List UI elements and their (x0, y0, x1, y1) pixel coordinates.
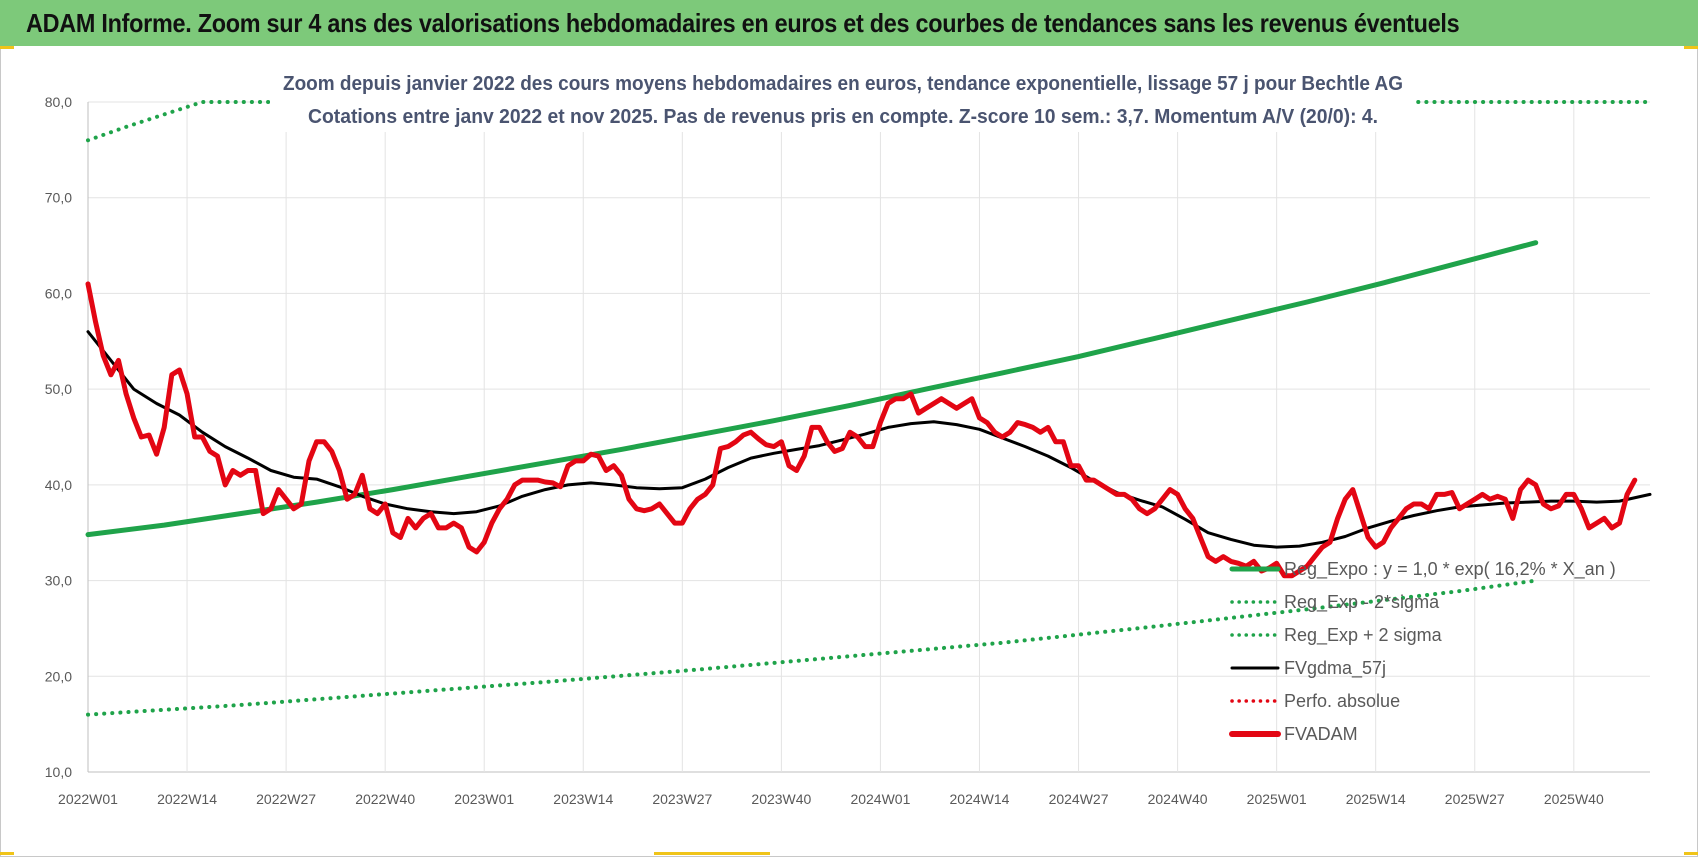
corner-mark-bottom-center (654, 852, 770, 855)
x-tick-label-2: 2022W27 (256, 791, 316, 807)
y-tick-label-2: 30,0 (45, 573, 72, 589)
y-tick-label-3: 40,0 (45, 477, 72, 493)
y-tick-label-6: 70,0 (45, 190, 72, 206)
x-tick-label-12: 2025W01 (1247, 791, 1307, 807)
x-tick-label-0: 2022W01 (58, 791, 118, 807)
chart-title: Zoom depuis janvier 2022 des cours moyen… (283, 73, 1403, 95)
x-tick-label-10: 2024W27 (1049, 791, 1109, 807)
legend-label-1: Reg_Exp - 2*sigma (1284, 592, 1440, 613)
x-tick-label-4: 2023W01 (454, 791, 514, 807)
y-tick-label-4: 50,0 (45, 381, 72, 397)
x-tick-label-7: 2023W40 (751, 791, 811, 807)
corner-mark-bottom-right (1684, 852, 1698, 855)
x-tick-label-5: 2023W14 (553, 791, 613, 807)
x-tick-label-14: 2025W27 (1445, 791, 1505, 807)
legend-label-4: Perfo. absolue (1284, 691, 1400, 711)
y-axis-ticks: 10,0 20,0 30,0 40,0 50,0 60,0 70,0 80,0 (45, 94, 72, 780)
y-tick-label-1: 20,0 (45, 668, 72, 684)
x-tick-label-8: 2024W01 (850, 791, 910, 807)
header-banner: ADAM Informe. Zoom sur 4 ans des valoris… (0, 0, 1698, 46)
series-line-2 (86, 100, 1652, 143)
x-tick-label-3: 2022W40 (355, 791, 415, 807)
grid-lines (87, 101, 1650, 773)
x-tick-label-9: 2024W14 (950, 791, 1010, 807)
page-title: ADAM Informe. Zoom sur 4 ans des valoris… (26, 8, 1460, 38)
x-tick-label-6: 2023W27 (652, 791, 712, 807)
y-tick-label-5: 60,0 (45, 285, 72, 301)
legend: Reg_Expo : y = 1,0 * exp( 16,2% * X_an )… (1229, 559, 1616, 744)
series-layer (85, 100, 1652, 717)
x-tick-label-13: 2025W14 (1346, 791, 1406, 807)
x-axis-ticks: 2022W01 2022W14 2022W27 2022W40 2023W01 2023W… (58, 791, 1604, 807)
corner-mark-right (1684, 46, 1698, 49)
x-tick-label-15: 2025W40 (1544, 791, 1604, 807)
corner-mark-bottom-left (0, 852, 14, 855)
title-background (270, 64, 1416, 132)
legend-label-2: Reg_Exp + 2 sigma (1284, 625, 1443, 646)
series-line-0 (85, 240, 1539, 538)
y-tick-label-7: 80,0 (45, 94, 72, 110)
corner-mark-left (0, 46, 14, 49)
series-line-5 (85, 281, 1638, 579)
y-tick-label-0: 10,0 (45, 764, 72, 780)
legend-label-5: FVADAM (1284, 724, 1358, 744)
legend-label-0: Reg_Expo : y = 1,0 * exp( 16,2% * X_an ) (1284, 559, 1616, 580)
x-tick-label-11: 2024W40 (1148, 791, 1208, 807)
x-tick-label-1: 2022W14 (157, 791, 217, 807)
legend-label-3: FVgdma_57j (1284, 658, 1386, 679)
chart-subtitle: Cotations entre janv 2022 et nov 2025. P… (308, 106, 1378, 128)
chart-title-group: Zoom depuis janvier 2022 des cours moyen… (270, 64, 1416, 132)
